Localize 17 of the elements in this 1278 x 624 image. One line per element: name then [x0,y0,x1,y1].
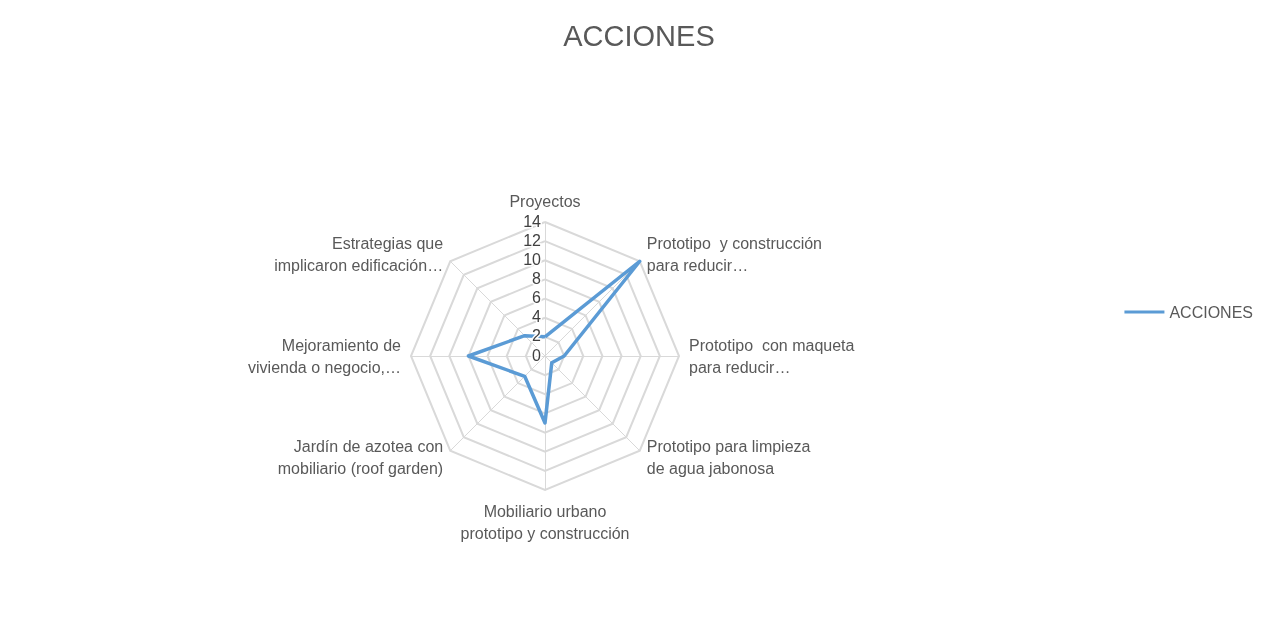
spoke-label: Mobiliario urbano prototipo y construcción [460,502,630,542]
spoke-label: Prototipo y construcción para reducir… [646,234,823,274]
y-tick-label: 6 [532,289,542,307]
spoke-label: Mejoramiento de vivienda o negocio,… [248,336,402,376]
chart-title: ACCIONES [563,19,715,52]
y-tick-label: 0 [532,346,542,364]
legend-label: ACCIONES [1169,303,1254,321]
y-tick-label: 14 [523,212,542,230]
y-tick-label: 8 [532,269,542,287]
spoke-label: Proyectos [509,192,581,210]
y-tick-label: 12 [523,231,542,249]
spoke-label: Prototipo para limpieza de agua jabonosa [646,438,811,478]
y-tick-label: 4 [532,308,542,326]
y-tick-label: 10 [523,250,542,268]
spoke-label: Prototipo con maqueta para reducir… [689,336,855,376]
spoke-label: Jardín de azotea con mobiliario (roof garden) [277,438,444,478]
spoke-label: Estrategias que implicaron edificación… [274,234,444,274]
